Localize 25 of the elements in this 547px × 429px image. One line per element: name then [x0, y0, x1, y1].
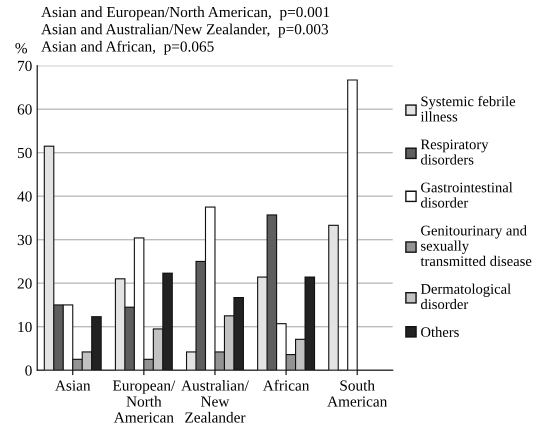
y-tick-label: 10	[18, 322, 32, 332]
x-tick-label: South American	[327, 380, 388, 407]
y-axis-title: %	[15, 43, 28, 54]
legend-label: Gastrointestinal disorder	[420, 182, 513, 208]
legend-label: Genitourinary and sexually transmitted disease	[420, 225, 532, 266]
bar	[328, 224, 339, 370]
text: Asian and Australian/New Zealander, p=0.003	[41, 24, 328, 38]
text: Asian and African, p=0.065	[41, 40, 214, 55]
y-tick-label: 20	[18, 278, 32, 289]
y-tick-label: 50	[18, 148, 32, 158]
text: Asian and European/North American, p=0.001	[41, 6, 330, 20]
x-tick-label: Australian/ New Zealander	[181, 380, 249, 423]
y-tick-label: 0	[25, 365, 32, 376]
legend-label: Systemic febrile illness	[420, 96, 516, 122]
y-tick-label: 60	[18, 104, 32, 115]
legend-label: Others	[421, 326, 459, 338]
x-tick-label: Asian	[55, 380, 90, 391]
legend-label: Respiratory disorders	[420, 140, 488, 165]
x-tick-label: African	[262, 380, 310, 391]
y-tick-label: 30	[18, 234, 32, 246]
x-tick-label: European/ North American	[112, 380, 176, 423]
legend-label: Dermatological disorder	[420, 284, 511, 310]
y-tick-label: 40	[17, 191, 32, 202]
bar	[347, 79, 358, 370]
y-tick-label: 70	[18, 60, 32, 72]
